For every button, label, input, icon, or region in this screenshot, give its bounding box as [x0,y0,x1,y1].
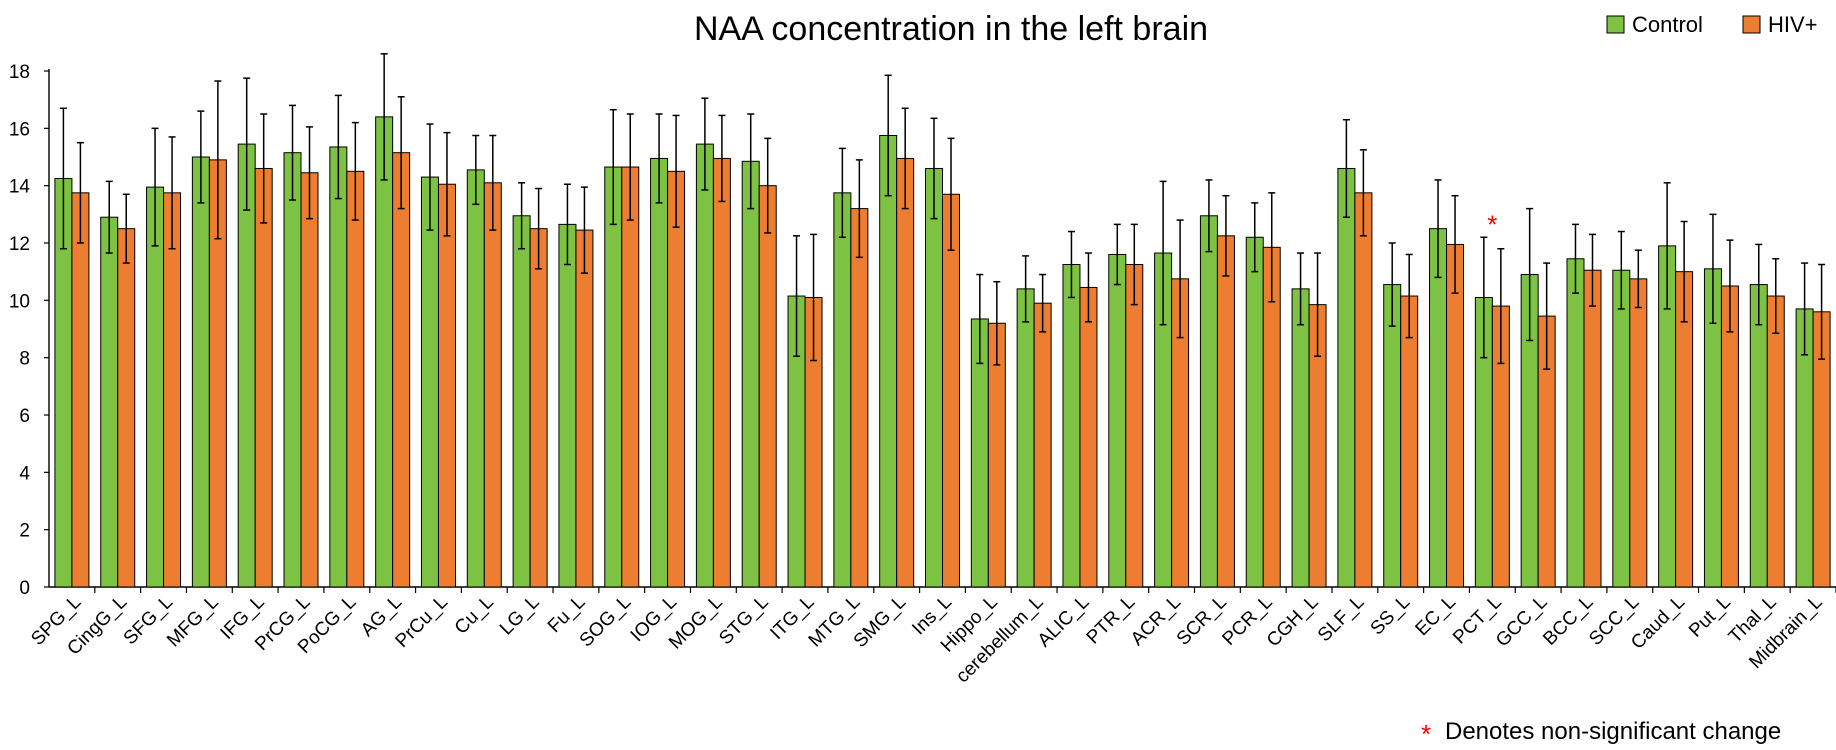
bar-control-lg-l [512,215,531,588]
bar-hiv-prcg-l [300,172,319,588]
bar-hiv-mtg-l [850,208,869,588]
category-label-sog-l: SOG_L [576,592,636,652]
bar-control-bcc-l [1566,258,1585,588]
bar-control-slf-l [1337,167,1356,588]
category-label-prcu-l: PrCu_L [392,592,452,652]
bar-hiv-sfg-l [163,192,182,588]
category-label-scr-l: SCR_L [1173,592,1231,650]
bar-hiv-iog-l [667,170,686,588]
bar-hiv-ag-l [392,152,411,588]
bar-hiv-prcu-l [437,183,456,588]
annotation-asterisk-pct-l: * [1487,209,1497,239]
bar-control-mtg-l [833,192,852,588]
category-label-stg-l: STG_L [715,592,772,649]
bar-control-prcu-l [420,176,439,588]
bar-control-ptr-l [1108,253,1127,588]
bar-control-cgh-l [1291,288,1310,588]
bar-control-mfg-l [191,156,210,588]
bar-control-ag-l [375,116,394,588]
bar-hiv-thal-l [1766,295,1785,588]
bar-hiv-mog-l [712,157,731,588]
bars [54,116,1831,588]
bar-control-ins-l [925,167,943,588]
bar-hiv-spg-l [71,192,90,588]
bar-control-cerebellum-l [1016,288,1035,588]
bar-control-sog-l [604,166,623,588]
bar-hiv-slf-l [1354,192,1373,588]
bar-control-prcg-l [283,152,302,588]
bar-hiv-smg-l [896,157,915,588]
bar-hiv-sog-l [621,166,640,588]
bar-hiv-cu-l [483,182,502,588]
legend-swatch-hiv [1742,15,1761,34]
bar-control-cingg-l [100,216,119,588]
category-label-ss-l: SS_L [1367,592,1415,640]
bar-control-iog-l [650,157,669,588]
bar-control-scc-l [1612,269,1631,588]
bar-control-stg-l [741,160,760,588]
error-bars [59,53,1826,370]
bar-hiv-bcc-l [1583,269,1602,588]
annotations: * [1487,209,1497,239]
category-label-mfg-l: MFG_L [163,592,223,652]
axes: 0 2 4 6 8 10 12 14 16 18 [9,62,1836,599]
bar-control-mog-l [695,143,714,588]
y-tick-label: 16 [9,119,30,140]
bar-hiv-ss-l [1400,295,1419,588]
bar-control-smg-l [879,135,898,588]
y-tick-label: 0 [19,578,30,599]
footnote: * Denotes non-significant change [1421,718,1781,749]
bar-control-alic-l [1062,264,1081,588]
bar-control-ss-l [1383,284,1402,588]
bar-hiv-alic-l [1079,286,1098,588]
category-label-gcc-l: GCC_L [1492,592,1552,652]
bar-hiv-ec-l [1446,243,1465,588]
category-label-cgh-l: CGH_L [1263,592,1323,652]
bar-control-cu-l [466,169,485,588]
y-tick-label: 6 [19,406,30,427]
y-tick-label: 2 [19,521,30,542]
bar-hiv-fu-l [575,229,594,588]
bar-hiv-ifg-l [254,167,273,588]
legend-label-hiv: HIV+ [1768,12,1818,37]
y-tick-label: 8 [19,349,30,370]
bar-hiv-scc-l [1629,278,1648,588]
bar-control-ec-l [1429,228,1448,588]
bar-control-scr-l [1199,215,1218,588]
category-label-slf-l: SLF_L [1314,592,1368,646]
chart-title: NAA concentration in the left brain [694,10,1208,48]
bar-control-sfg-l [146,186,165,588]
category-label-bcc-l: BCC_L [1539,592,1597,650]
bar-control-fu-l [558,223,577,588]
legend: Control HIV+ [1606,12,1818,37]
y-tick-label: 14 [9,177,31,198]
bar-hiv-ins-l [942,193,960,588]
category-label-cu-l: Cu_L [451,592,498,639]
category-label-alic-l: ALIC_L [1034,592,1094,652]
y-tick-label: 10 [9,291,30,312]
bar-hiv-stg-l [758,185,777,588]
bar-control-thal-l [1749,284,1768,588]
bar-hiv-cerebellum-l [1033,302,1052,588]
bar-control-pocg-l [329,146,348,588]
category-label-lg-l: LG_L [496,592,544,640]
y-tick-label: 12 [9,234,30,255]
y-tick-label: 4 [19,463,30,484]
footnote-asterisk: * [1421,719,1431,749]
bar-hiv-cingg-l [117,228,136,588]
category-labels: SPG_LCingG_LSFG_LMFG_LIFG_LPrCG_LPoCG_LA… [27,587,1836,687]
category-label-smg-l: SMG_L [850,592,910,652]
bar-hiv-ptr-l [1125,264,1144,588]
bar-hiv-scr-l [1216,235,1235,588]
bar-control-pcr-l [1245,236,1264,588]
bar-hiv-lg-l [529,228,548,588]
legend-swatch-control [1606,15,1625,34]
footnote-text: Denotes non-significant change [1445,718,1781,745]
bar-hiv-pocg-l [346,170,365,588]
y-tick-label: 18 [9,62,30,83]
legend-label-control: Control [1632,12,1703,37]
category-label-acr-l: ACR_L [1127,592,1185,650]
